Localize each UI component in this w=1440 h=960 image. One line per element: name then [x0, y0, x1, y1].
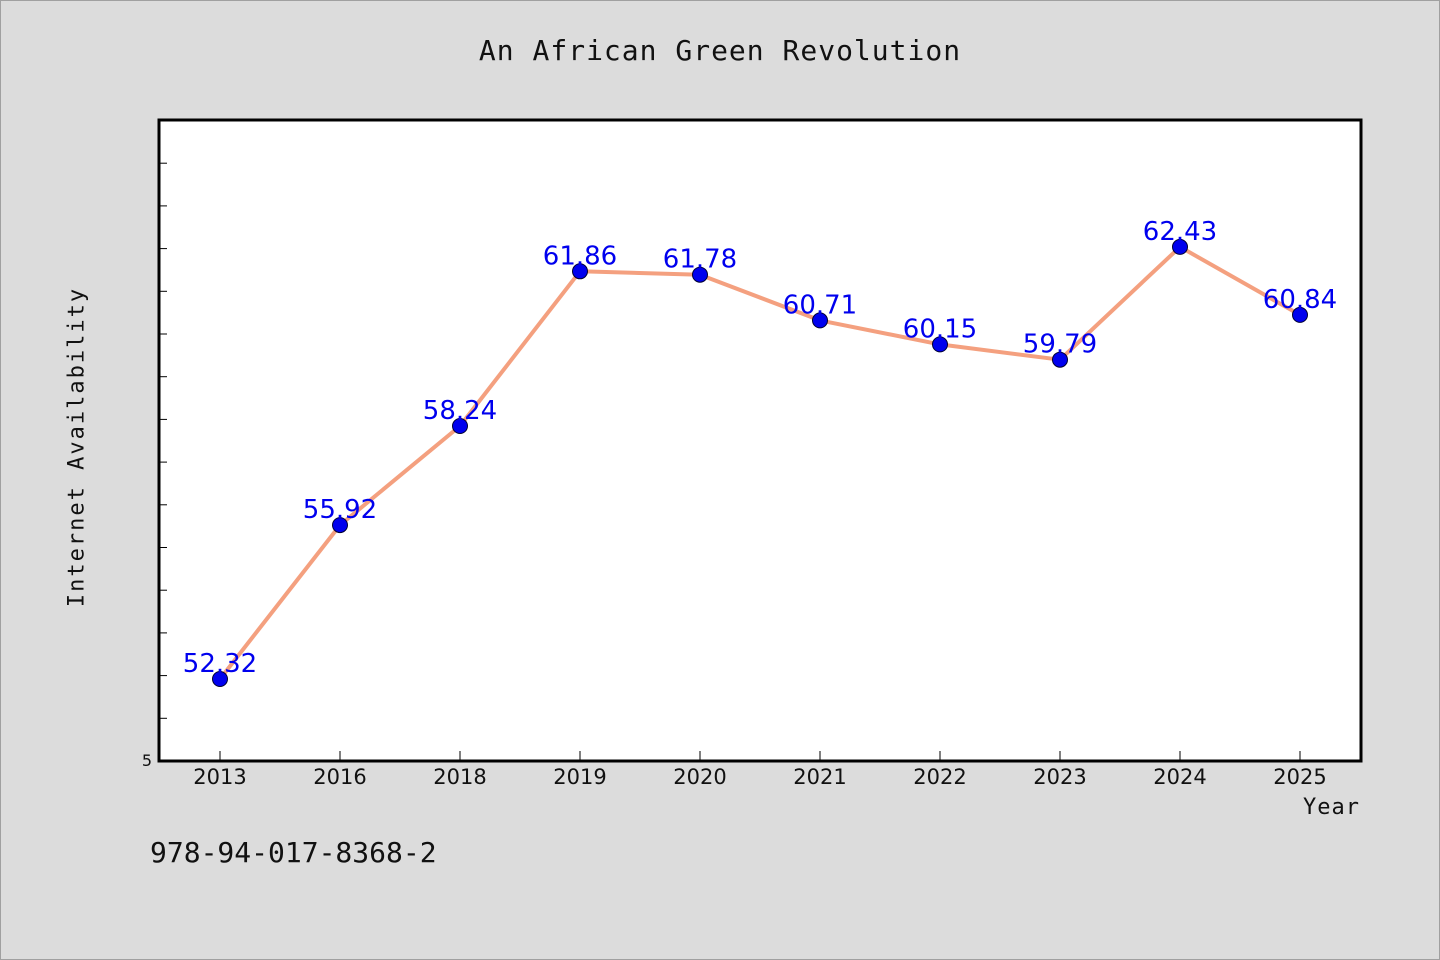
data-point [932, 336, 948, 353]
isbn-footer: 978-94-017-8368-2 [150, 836, 437, 869]
x-tick-label: 2016 [313, 765, 366, 789]
data-point [1172, 238, 1188, 255]
data-label: 59.79 [1023, 330, 1097, 360]
chart-title: An African Green Revolution [478, 34, 962, 67]
x-tick-label: 2023 [1033, 765, 1086, 789]
plot-area [157, 118, 1363, 763]
x-tick-label: 2021 [793, 765, 846, 789]
x-axis-label: Year [1303, 795, 1360, 820]
x-tick-label: 2018 [433, 765, 486, 789]
x-axis-ticks: 2013 2016 2018 2019 2020 2021 2022 2023 2024 2025 [193, 751, 1327, 789]
y-tick-label: 5 [142, 751, 152, 770]
data-points [212, 238, 1308, 687]
series-line [218, 244, 1301, 681]
data-label: 61.86 [543, 241, 617, 271]
y-axis-ticks [159, 162, 167, 762]
x-tick-label: 2024 [1153, 765, 1206, 789]
data-point [1292, 306, 1308, 323]
data-label: 52.32 [183, 649, 257, 679]
data-point [332, 517, 348, 534]
data-label: 58.24 [423, 396, 497, 426]
data-label: 61.78 [663, 245, 737, 275]
data-labels: 52.32 55.92 58.24 61.86 61.78 60.71 60.15 59.79… [183, 217, 1337, 679]
x-tick-label: 2019 [553, 765, 606, 789]
data-point [812, 312, 828, 329]
data-point [452, 418, 468, 434]
x-tick-label: 2022 [913, 765, 966, 789]
data-point [572, 263, 588, 280]
x-tick-label: 2020 [673, 765, 726, 789]
data-label: 60.84 [1263, 285, 1337, 315]
data-label: 62.43 [1143, 217, 1217, 247]
data-label: 60.71 [783, 290, 857, 320]
data-label: 55.92 [303, 495, 377, 525]
x-tick-label: 2013 [193, 765, 246, 789]
data-point [692, 266, 708, 283]
data-point [212, 671, 228, 687]
x-tick-label: 2025 [1273, 765, 1326, 789]
data-label: 60.15 [903, 314, 977, 344]
data-point [1052, 351, 1068, 368]
